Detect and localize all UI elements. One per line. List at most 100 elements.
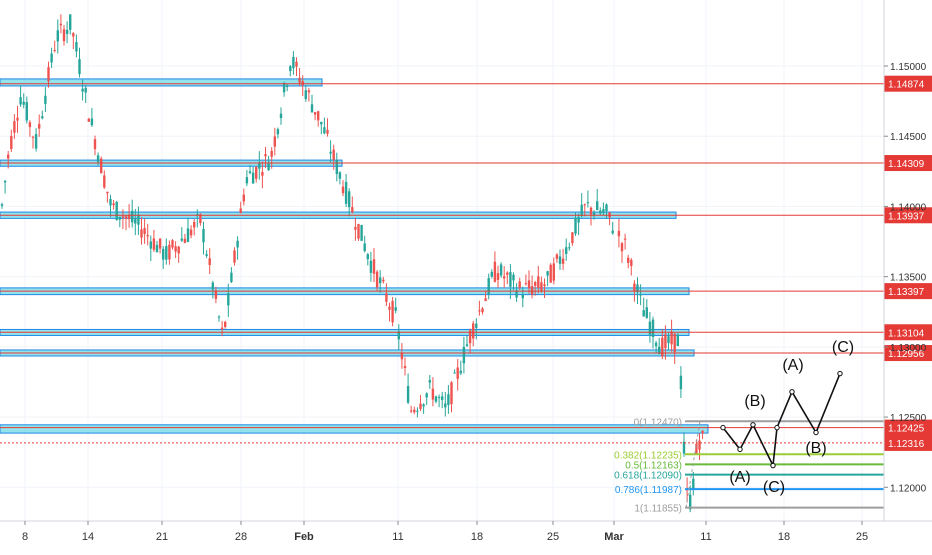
candle-body — [382, 279, 385, 282]
candle-body — [630, 259, 633, 266]
candle-body — [639, 294, 642, 296]
candle-body — [320, 121, 323, 125]
support-resistance-zones — [0, 78, 709, 434]
candle-body — [326, 129, 329, 134]
wave-point — [774, 424, 780, 431]
x-tick-label: 28 — [235, 531, 247, 543]
candle-body — [441, 396, 444, 400]
candle-body — [208, 258, 211, 266]
candle-body — [654, 342, 658, 347]
candle-body — [165, 246, 168, 260]
price-tag-label: 1.12956 — [888, 349, 925, 360]
candle-body — [50, 53, 53, 63]
candle-body — [605, 204, 608, 212]
wave-label: (B) — [805, 440, 826, 457]
candle-body — [512, 274, 515, 281]
wave-label: (C) — [763, 479, 785, 496]
candle-body — [447, 394, 450, 405]
candle-body — [323, 127, 326, 134]
candle-body — [155, 244, 159, 253]
candle-body — [217, 316, 221, 318]
candle-body — [103, 175, 106, 188]
wave-point — [750, 422, 756, 428]
candle-body — [496, 273, 500, 280]
wave-point — [770, 462, 776, 469]
candle-body — [583, 204, 586, 206]
candle-body — [59, 23, 63, 26]
candle-body — [25, 102, 28, 121]
candle-body — [301, 81, 304, 86]
candle-body — [589, 207, 593, 215]
price-tag-label: 1.13104 — [888, 328, 925, 339]
candle-body — [530, 286, 534, 295]
candle-body — [422, 404, 425, 407]
candle-body — [521, 294, 524, 299]
candle-body — [351, 207, 354, 213]
candle-body — [96, 155, 100, 162]
candle-body — [267, 163, 270, 171]
candle-body — [286, 85, 289, 88]
candle-body — [205, 254, 208, 256]
candle-body — [462, 347, 466, 364]
price-tag-label: 1.13397 — [888, 287, 925, 298]
candle-body — [177, 246, 180, 254]
candle-body — [279, 113, 283, 119]
candle-body — [258, 163, 261, 169]
wave-path — [722, 373, 841, 469]
price-tag-label: 1.12425 — [888, 424, 925, 435]
candle-body — [313, 112, 317, 115]
candle-body — [87, 118, 90, 122]
candle-body — [658, 346, 661, 355]
y-tick-label: 1.13500 — [890, 273, 927, 284]
candle-body — [459, 370, 462, 374]
candle-body — [239, 208, 242, 213]
candle-body — [586, 202, 590, 204]
candle-body — [171, 240, 174, 248]
candle-body — [251, 172, 255, 184]
candle-body — [673, 333, 676, 353]
candle-body — [158, 238, 162, 249]
candle-body — [565, 247, 568, 254]
candle-body — [543, 284, 546, 287]
fibonacci-retracement: 0(1.12470) 0.382(1.12235)0.5(1.12163)0.61… — [614, 417, 884, 515]
candle-body — [304, 90, 307, 99]
candle-body — [527, 280, 531, 289]
wave-label: (A) — [729, 469, 750, 486]
price-tag — [884, 324, 932, 341]
candle-body — [580, 204, 583, 216]
candle-body — [22, 101, 25, 105]
candle-body — [341, 186, 345, 194]
candle-body — [400, 353, 404, 360]
candle-body — [549, 264, 552, 283]
candle-body — [183, 238, 187, 243]
candle-body — [611, 230, 614, 234]
candle-body — [65, 29, 69, 34]
candle-body — [28, 122, 32, 128]
candle-body — [242, 194, 245, 202]
candle-body — [292, 56, 295, 69]
wave-point — [789, 389, 795, 395]
candle-body — [481, 308, 484, 313]
candle-body — [515, 290, 518, 298]
candle-body — [124, 216, 128, 219]
candle-body — [534, 282, 537, 286]
candle-body — [670, 331, 673, 345]
candle-body — [282, 82, 286, 93]
candle-body — [100, 158, 103, 174]
candle-body — [434, 396, 438, 402]
candle-body — [642, 310, 645, 317]
candle-body — [186, 228, 190, 242]
candle-body — [131, 210, 134, 223]
candle-body — [189, 229, 193, 236]
candle-body — [397, 331, 400, 340]
x-tick-label: 21 — [156, 531, 168, 543]
candle-body — [118, 217, 121, 220]
candle-body — [84, 87, 87, 93]
candle-body — [335, 159, 338, 174]
x-tick-label: 8 — [22, 531, 28, 543]
candle-body — [599, 210, 602, 214]
candle-body — [10, 135, 13, 150]
candle-body — [661, 337, 664, 357]
